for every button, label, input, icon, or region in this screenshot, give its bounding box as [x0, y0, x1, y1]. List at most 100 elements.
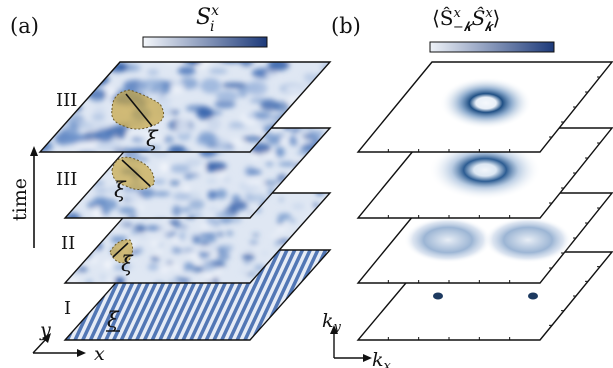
domain-blob	[127, 147, 151, 152]
domain-blob	[288, 95, 303, 103]
domain-blob	[320, 271, 328, 276]
domain-blob	[207, 232, 218, 237]
domain-blob	[208, 206, 218, 212]
domain-blob	[302, 159, 310, 166]
domain-blob	[65, 195, 75, 201]
domain-blob	[320, 221, 330, 227]
domain-blob	[81, 225, 91, 229]
domain-blob	[196, 62, 209, 70]
domain-blob	[228, 121, 246, 128]
domain-blob	[297, 178, 305, 185]
domain-blob	[200, 223, 212, 229]
domain-blob	[246, 169, 262, 175]
domain-blob	[285, 85, 304, 93]
domain-blob	[117, 206, 135, 214]
domain-blob	[117, 223, 128, 228]
domain-blob	[77, 149, 98, 152]
domain-blob	[138, 233, 147, 239]
axes-k: kx ky	[322, 310, 392, 368]
domain-blob	[40, 128, 44, 139]
domain-blob	[95, 128, 115, 142]
domain-blob	[304, 187, 311, 193]
domain-blob	[78, 254, 85, 258]
colorbar-a: Sx i	[142, 3, 268, 48]
domain-blob	[96, 232, 104, 238]
panel-a-label: (a)	[10, 14, 39, 38]
domain-blob	[40, 126, 54, 134]
axis-x-label: x	[94, 343, 105, 365]
domain-blob	[199, 241, 210, 247]
domain-blob	[249, 240, 259, 245]
domain-blob	[299, 97, 308, 111]
domain-blob	[206, 161, 227, 172]
panel-b-label: (b)	[331, 14, 361, 38]
domain-blob	[204, 280, 214, 283]
domain-blob	[94, 188, 109, 193]
lobe-right	[484, 217, 572, 263]
domain-blob	[147, 69, 160, 76]
domain-blob	[177, 66, 196, 76]
colorbar-b-title: ⟨Ŝx −𝒌Ŝx 𝒌⟩	[432, 5, 500, 35]
domain-blob	[296, 100, 311, 108]
domain-blob	[210, 273, 220, 279]
domain-blob	[300, 239, 309, 242]
domain-blob	[312, 129, 325, 138]
domain-blob	[166, 261, 174, 265]
domain-blob	[315, 193, 324, 196]
domain-blob	[159, 227, 173, 234]
domain-blob	[211, 145, 235, 152]
domain-blob	[93, 196, 108, 204]
domain-blob	[262, 180, 279, 185]
domain-blob	[294, 171, 307, 182]
domain-highlight	[111, 156, 155, 190]
domain-blob	[173, 245, 178, 252]
domain-blob	[84, 218, 96, 223]
domain-blob	[230, 138, 246, 148]
domain-blob	[89, 224, 101, 228]
domain-blob	[251, 153, 259, 160]
domain-blob	[170, 164, 191, 173]
domain-blob	[298, 161, 315, 172]
domain-blob	[76, 267, 88, 272]
domain-blob	[217, 232, 224, 237]
domain-blob	[215, 90, 239, 102]
domain-blob	[168, 279, 178, 283]
domain-blob	[80, 242, 91, 246]
tick-marks	[387, 76, 600, 340]
domain-highlight	[109, 239, 134, 264]
domain-blob	[174, 276, 183, 281]
domain-blob	[275, 146, 285, 158]
domain-blob	[216, 188, 227, 200]
domain-blob	[40, 114, 56, 124]
domain-blob	[154, 250, 163, 255]
domain-blob	[305, 215, 316, 224]
domain-blob	[77, 120, 92, 130]
domain-blob	[180, 208, 191, 212]
domain-blob	[278, 162, 298, 167]
domain-blob	[303, 171, 311, 182]
domain-blob	[223, 176, 231, 183]
domain-blob	[312, 269, 325, 273]
domain-blob	[209, 236, 217, 243]
domain-blob	[316, 82, 330, 97]
domain-blob	[40, 62, 56, 76]
domain-blob	[152, 179, 166, 185]
domain-blob	[260, 251, 270, 255]
domain-blob	[95, 140, 122, 152]
domain-blob	[226, 230, 234, 236]
domain-blob	[239, 62, 254, 67]
domain-blob	[248, 194, 268, 203]
domain-blob	[265, 71, 277, 78]
domain-blob	[208, 68, 228, 74]
stage-label-I: I	[64, 298, 71, 319]
axes-xy: x y	[32, 319, 105, 365]
domain-blob	[321, 179, 330, 186]
time-label: time	[9, 178, 31, 221]
domain-blob	[172, 192, 192, 200]
colorbar-b-bar	[429, 41, 555, 53]
domain-blob	[188, 199, 205, 210]
domain-blob	[212, 277, 219, 283]
domain-blob	[41, 72, 61, 82]
domain-blob	[319, 73, 330, 80]
